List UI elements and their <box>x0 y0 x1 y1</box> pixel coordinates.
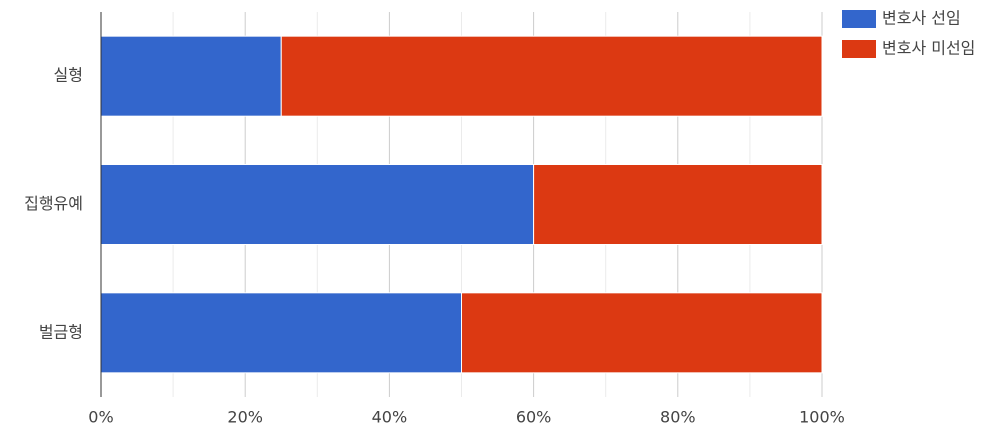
bar-segment <box>100 292 462 374</box>
x-tick-label: 100% <box>799 408 845 427</box>
legend-swatch <box>842 40 876 58</box>
legend-label: 변호사 미선임 <box>882 39 975 58</box>
x-tick-label: 60% <box>516 408 552 427</box>
bar-segment <box>533 164 823 245</box>
x-tick-label: 40% <box>372 408 408 427</box>
legend-label: 변호사 선임 <box>882 9 961 28</box>
bar-segment <box>280 35 823 117</box>
bar-segment <box>100 35 282 117</box>
x-tick-label: 80% <box>660 408 696 427</box>
y-tick-label: 집행유예 <box>24 194 83 213</box>
bar-segment <box>100 164 535 245</box>
y-tick-label: 벌금형 <box>39 322 83 341</box>
legend-swatch <box>842 10 876 28</box>
x-tick-label: 0% <box>88 408 113 427</box>
y-tick-label: 실형 <box>54 66 83 85</box>
x-tick-label: 20% <box>227 408 263 427</box>
bar-segment <box>461 292 823 374</box>
